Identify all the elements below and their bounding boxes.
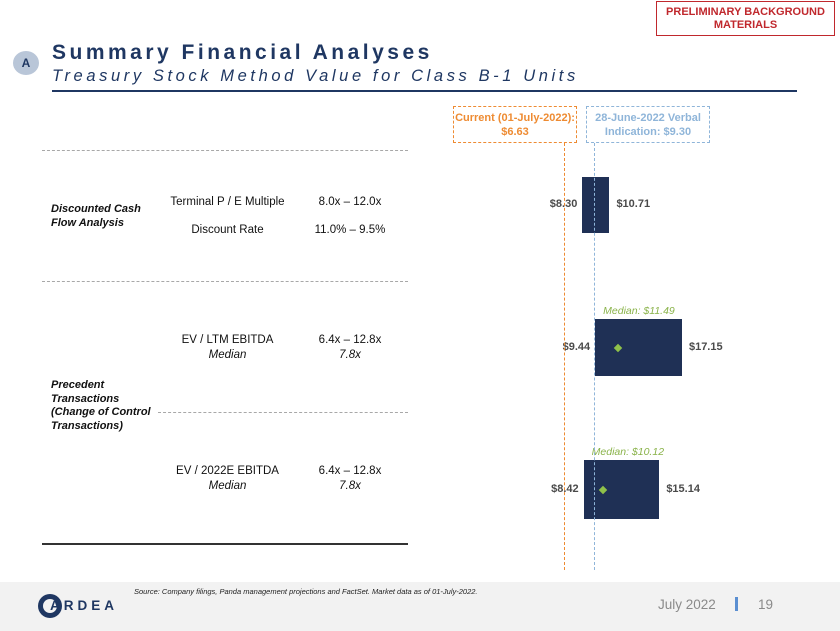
ardea-logo: ARDEA (50, 598, 119, 613)
page-number: 19 (758, 597, 774, 612)
title-rule (52, 90, 797, 92)
low-value-label: $9.44 (562, 340, 591, 353)
metric-range: 8.0x – 12.0x (318, 196, 382, 208)
verbal-indication-legend: 28-June-2022 Verbal Indication: $9.30 (586, 106, 710, 143)
metric-name: EV / 2022E EBITDA (176, 465, 279, 477)
table-bottom-rule (42, 543, 408, 545)
median-label: Median: $10.12 (591, 446, 665, 458)
preliminary-badge: PRELIMINARY BACKGROUND MATERIALS (656, 1, 835, 36)
range-bar-ltm (595, 319, 682, 376)
footer (0, 582, 840, 631)
metric-median: 7.8x (339, 349, 361, 361)
category-dcf: Discounted Cash Flow Analysis (51, 203, 141, 229)
high-value-label: $15.14 (666, 482, 700, 495)
footer-date: July 2022 (658, 597, 716, 612)
high-value-label: $10.71 (616, 198, 651, 210)
metric-name: EV / LTM EBITDA (181, 334, 274, 346)
metric-name: Terminal P / E Multiple (170, 196, 285, 208)
table-divider (42, 281, 408, 282)
range-bar-dcf (582, 177, 610, 233)
source-note: Source: Company filings, Panda managemen… (134, 587, 478, 596)
current-value-legend: Current (01-July-2022): $6.63 (453, 106, 577, 143)
verbal-indication-line (593, 143, 595, 570)
ardea-logo-mark (38, 594, 62, 618)
high-value-label: $17.15 (688, 340, 723, 353)
category-precedent: Precedent Transactions (Change of Contro… (51, 379, 151, 432)
page-title: Summary Financial Analyses (52, 41, 433, 64)
metric-name: Discount Rate (191, 224, 264, 236)
section-marker: A (13, 51, 39, 75)
median-label: Median: $11.49 (603, 305, 675, 317)
metric-range: 11.0% – 9.5% (314, 224, 386, 236)
metric-subname: Median (208, 480, 247, 492)
metric-median: 7.8x (339, 480, 361, 492)
table-subdivider (158, 412, 408, 413)
metric-range: 6.4x – 12.8x (318, 334, 382, 346)
metric-subname: Median (208, 349, 247, 361)
low-value-label: $8.42 (551, 482, 579, 495)
table-divider (42, 150, 408, 151)
footer-separator (735, 597, 738, 611)
metric-range: 6.4x – 12.8x (318, 465, 382, 477)
page-subtitle: Treasury Stock Method Value for Class B-… (52, 67, 579, 85)
current-value-line (563, 143, 565, 570)
range-bar-e2022 (583, 460, 660, 519)
